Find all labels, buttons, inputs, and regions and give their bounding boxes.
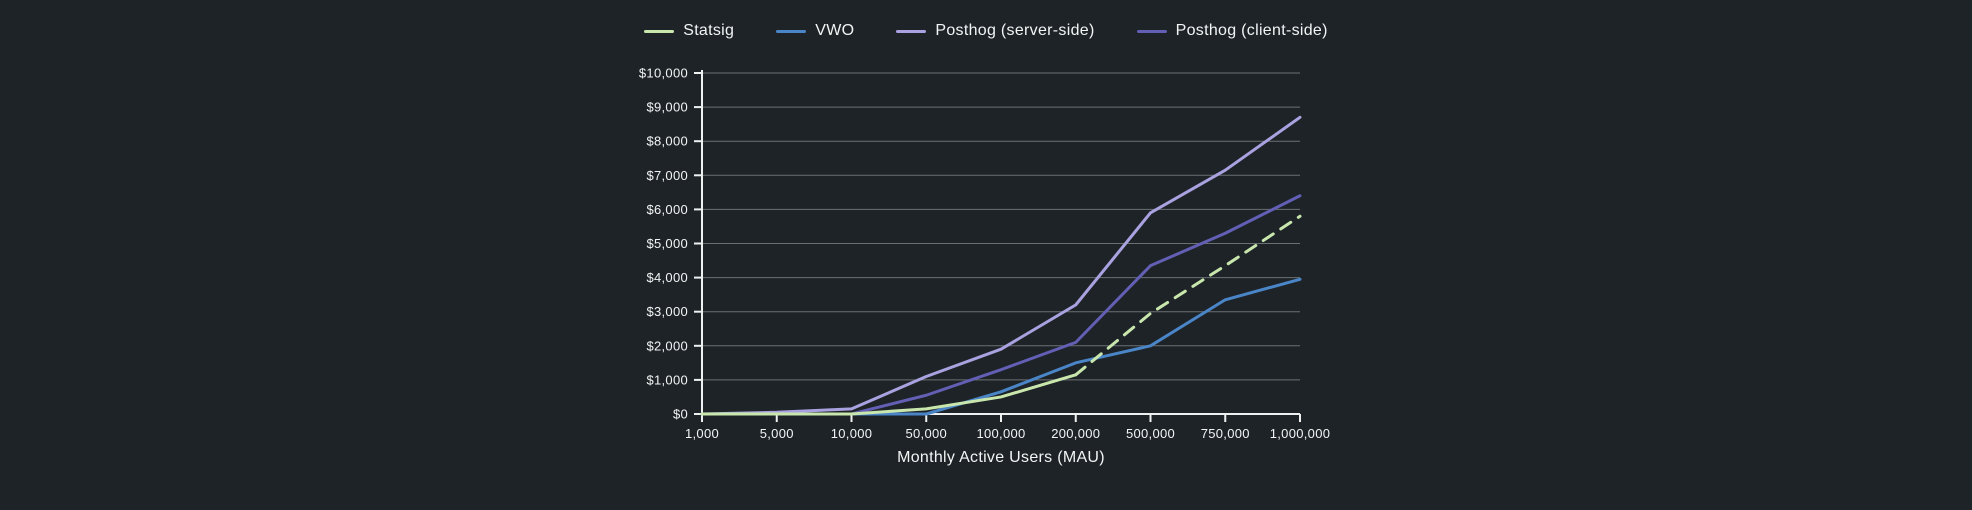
y-tick-label: $2,000 (646, 338, 688, 353)
legend-item-statsig: Statsig (644, 22, 734, 40)
y-tick-label: $8,000 (646, 134, 688, 149)
y-tick-label: $4,000 (646, 270, 688, 285)
x-tick-label: 50,000 (905, 426, 947, 441)
x-tick-label: 10,000 (831, 426, 873, 441)
x-tick-label: 1,000,000 (1270, 426, 1331, 441)
chart-legend: Statsig VWO Posthog (server-side) Postho… (0, 22, 1972, 40)
x-tick-label: 750,000 (1201, 426, 1250, 441)
vwo-line-swatch (776, 29, 807, 33)
series-line-statsig (700, 214, 1302, 416)
legend-label: Posthog (client-side) (1175, 22, 1328, 39)
legend-item-posthog-server-side: Posthog (server-side) (896, 22, 1094, 40)
legend-label: Statsig (683, 22, 735, 39)
series-line-posthog-server-side (700, 115, 1302, 416)
x-tick-label: 500,000 (1126, 426, 1175, 441)
y-tick-label: $1,000 (646, 372, 688, 387)
y-tick-label: $10,000 (639, 66, 688, 81)
axes (694, 70, 1301, 422)
x-tick-label: 5,000 (760, 426, 794, 441)
posthog-client-side-line-swatch (1136, 29, 1167, 33)
statsig-line-swatch (644, 29, 675, 33)
legend-item-posthog-client-side: Posthog (client-side) (1136, 22, 1328, 40)
y-tick-label: $7,000 (646, 168, 688, 183)
y-tick-label: $0 (673, 407, 688, 422)
y-tick-label: $6,000 (646, 202, 688, 217)
x-tick-label: 100,000 (976, 426, 1025, 441)
legend-label: Posthog (server-side) (935, 22, 1095, 39)
x-axis-tick-labels: 1,000 5,000 10,000 50,000 100,000 200,000 500,… (685, 426, 1330, 441)
y-tick-label: $9,000 (646, 100, 688, 115)
posthog-server-side-line-swatch (896, 29, 927, 33)
x-tick-label: 1,000 (685, 426, 719, 441)
y-axis-tick-labels: $0 $1,000 $2,000 $3,000 $4,000 $5,000 $6,000 $7… (639, 66, 688, 422)
gridlines (702, 72, 1300, 381)
y-tick-label: $5,000 (646, 236, 688, 251)
series-line-posthog-client-side (700, 194, 1302, 416)
series-line-vwo (700, 277, 1302, 416)
legend-label: VWO (815, 22, 855, 39)
x-axis-title: Monthly Active Users (MAU) (897, 449, 1105, 466)
y-tick-label: $3,000 (646, 304, 688, 319)
x-tick-label: 200,000 (1051, 426, 1100, 441)
legend-item-vwo: VWO (776, 22, 854, 40)
